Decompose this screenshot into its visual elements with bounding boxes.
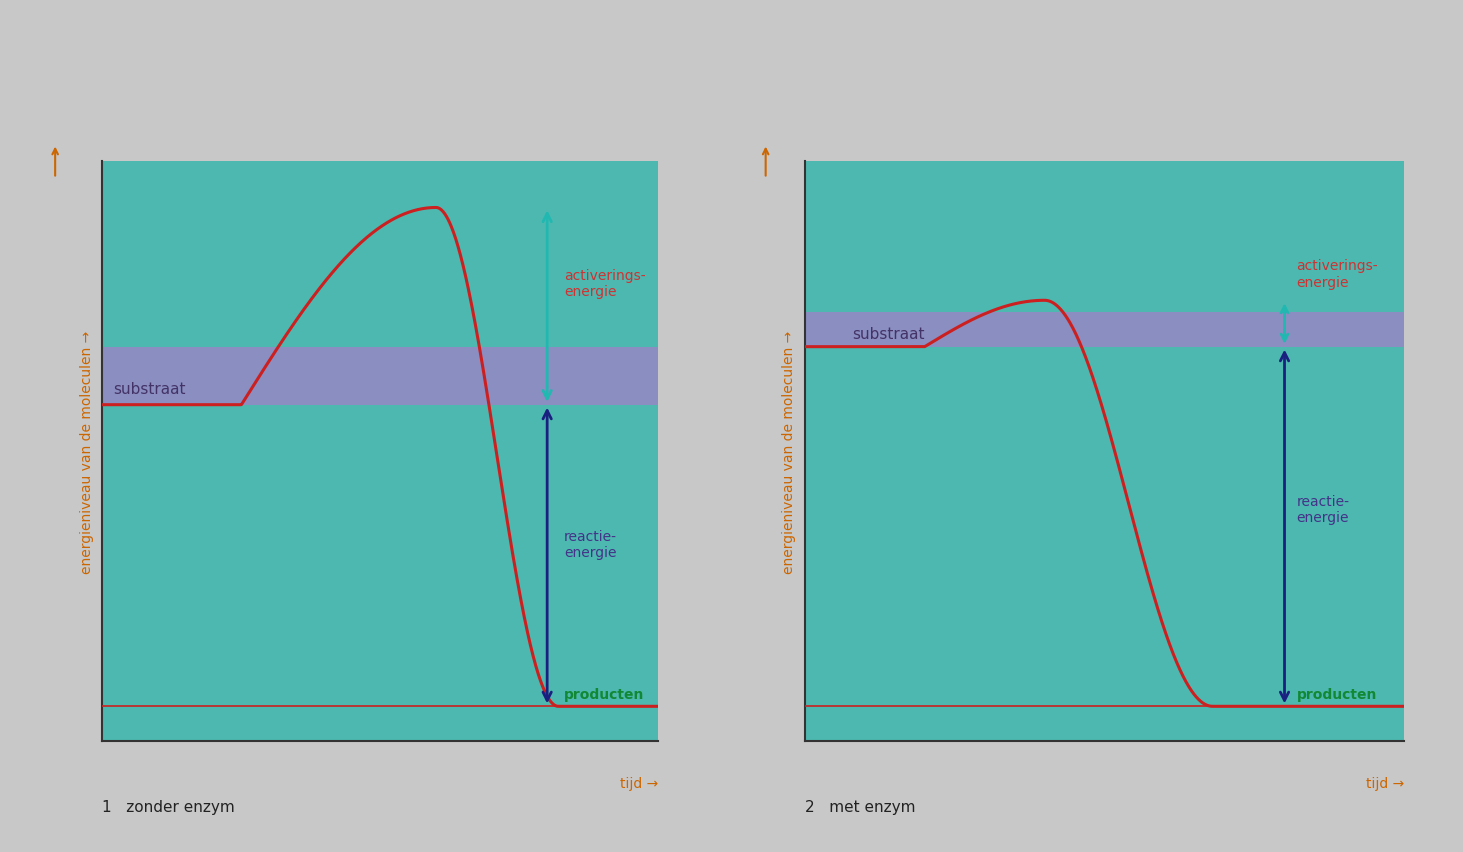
Y-axis label: energieniveau van de moleculen →: energieniveau van de moleculen → <box>80 330 94 573</box>
Text: tijd →: tijd → <box>1366 776 1404 790</box>
Text: reactie-
energie: reactie- energie <box>1296 494 1349 525</box>
Text: 1   zonder enzym: 1 zonder enzym <box>102 799 236 815</box>
Text: substraat: substraat <box>114 382 186 396</box>
Text: tijd →: tijd → <box>620 776 658 790</box>
Text: activerings-
energie: activerings- energie <box>1296 259 1378 290</box>
Text: producten: producten <box>1296 687 1377 700</box>
Bar <box>102 348 658 406</box>
Bar <box>805 313 1404 348</box>
Text: substraat: substraat <box>853 326 925 342</box>
Text: activerings-
energie: activerings- energie <box>563 268 645 299</box>
Text: reactie-
energie: reactie- energie <box>563 529 617 560</box>
Text: 2   met enzym: 2 met enzym <box>805 799 916 815</box>
Y-axis label: energieniveau van de moleculen →: energieniveau van de moleculen → <box>783 330 796 573</box>
Text: producten: producten <box>563 687 644 700</box>
